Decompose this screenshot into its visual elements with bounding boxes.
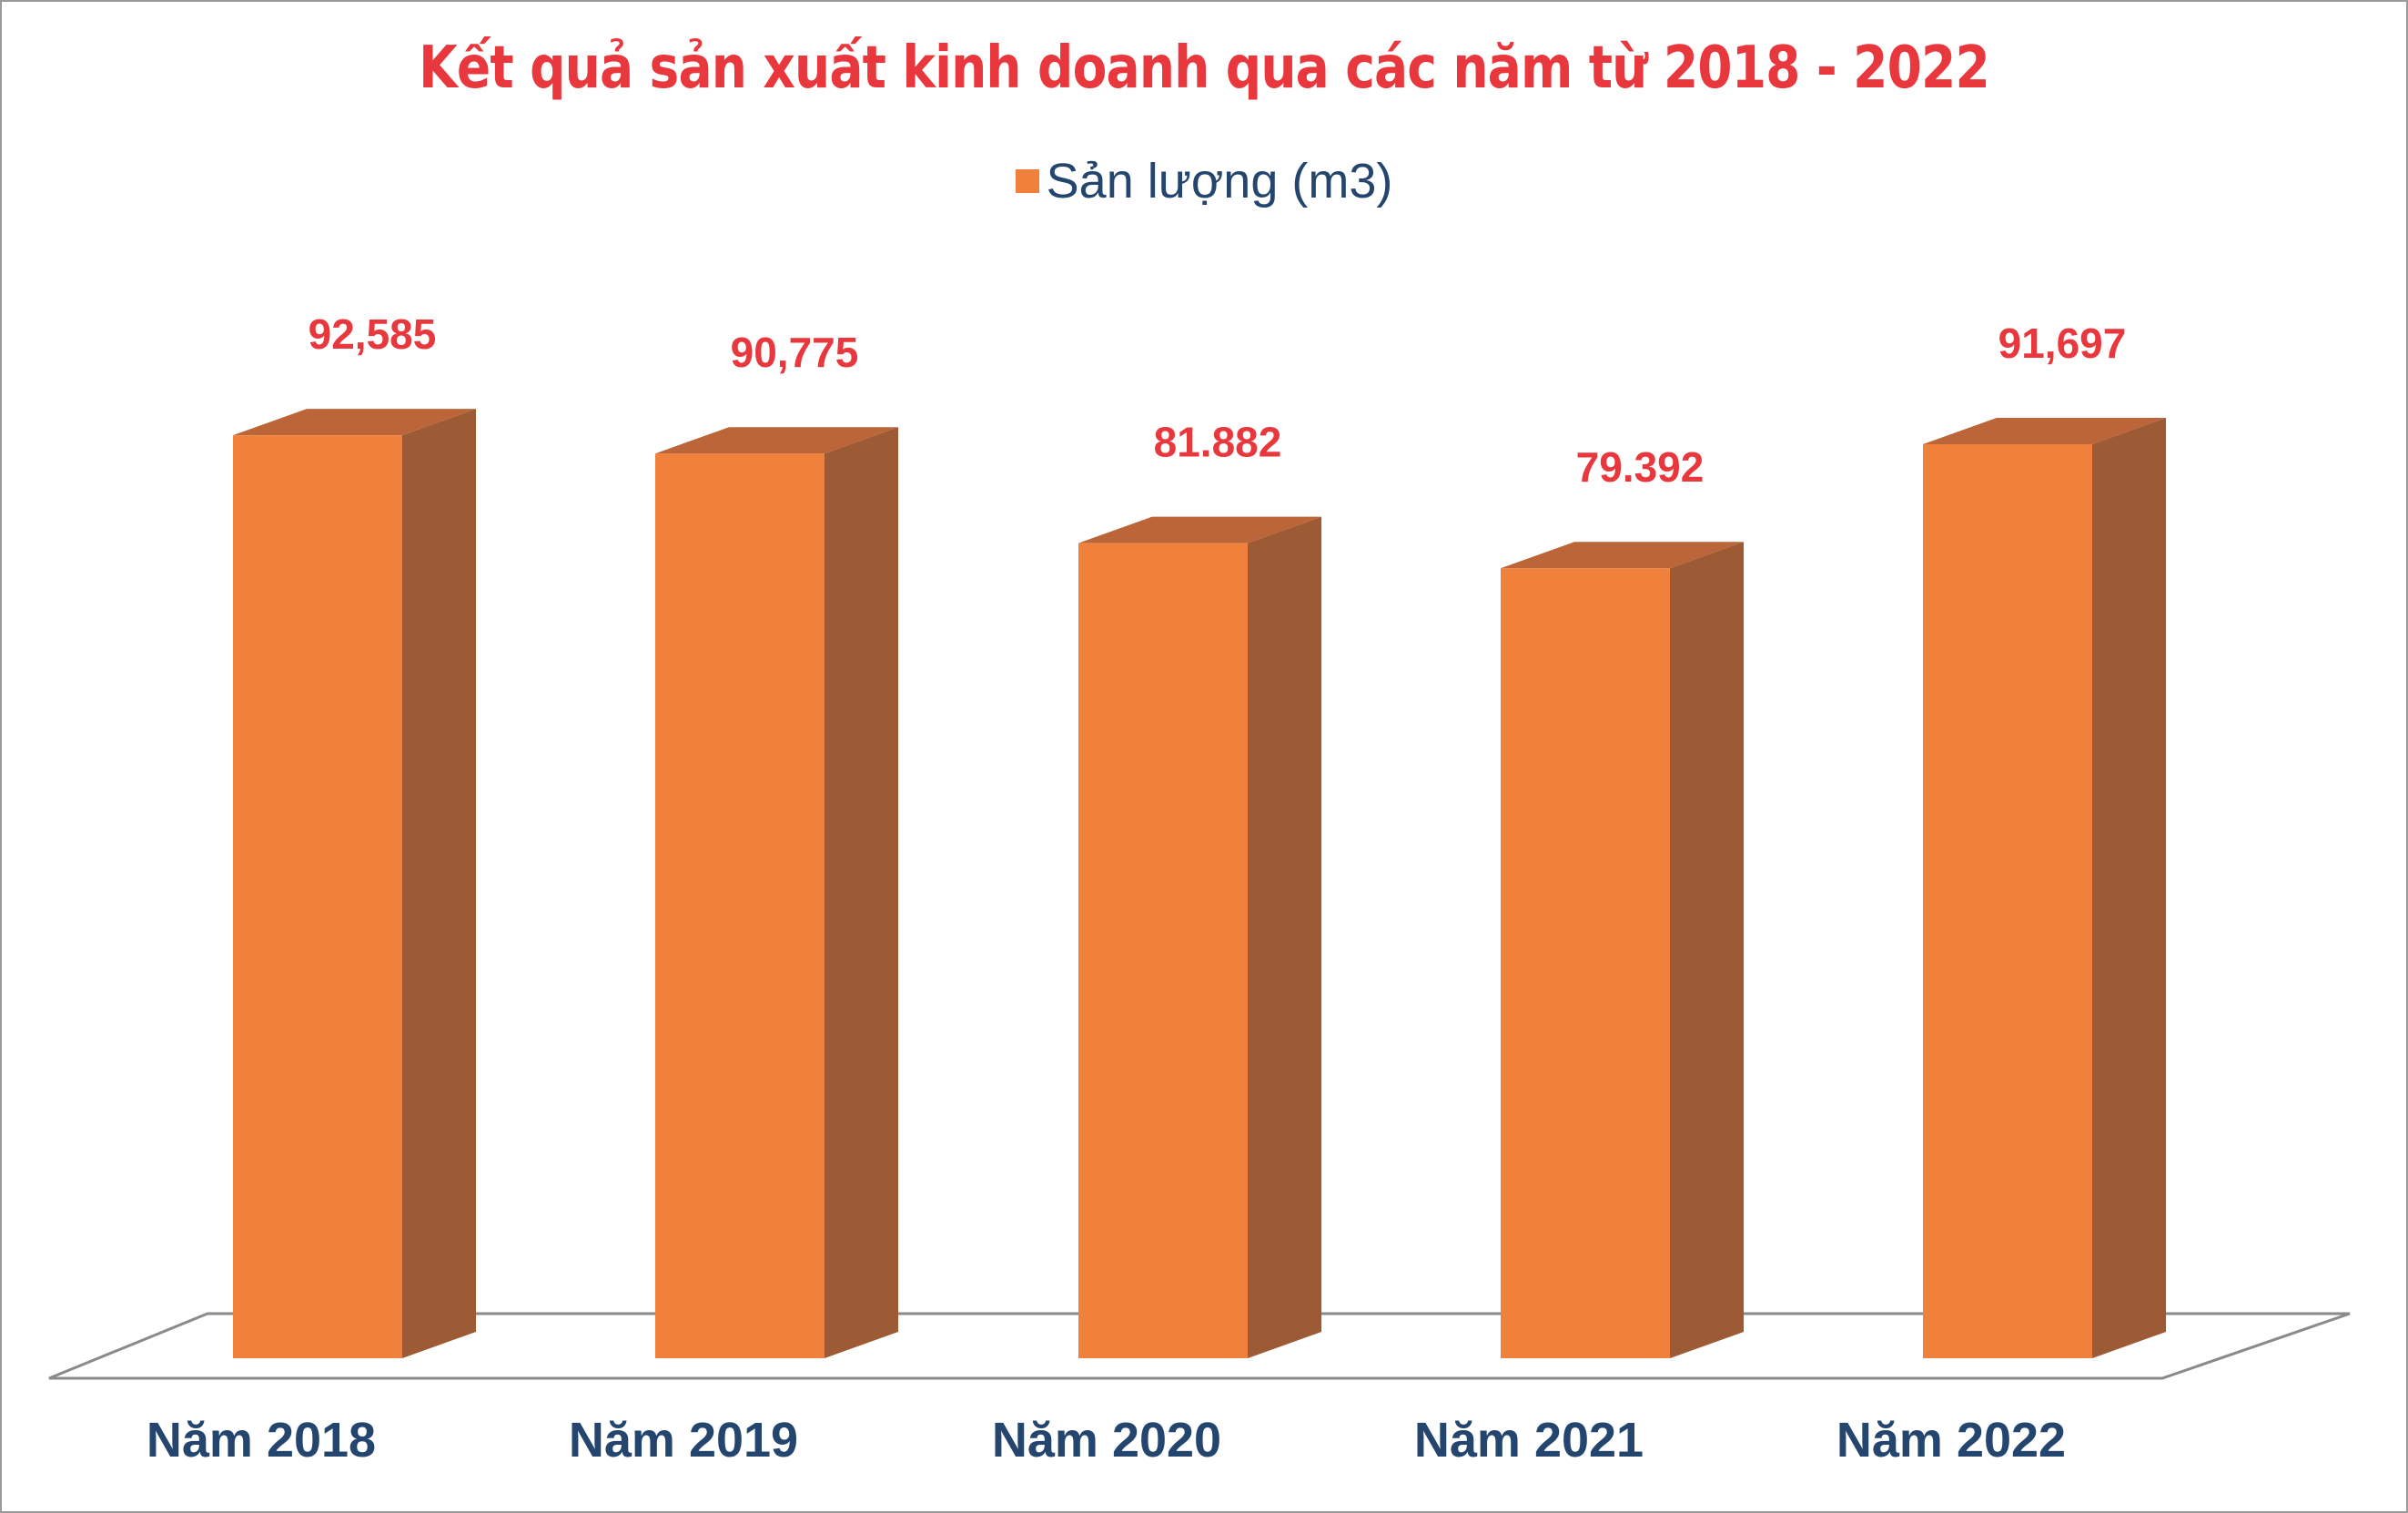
bar-front [1501,568,1670,1358]
bar-top [1501,542,1744,569]
bar-side [402,409,476,1358]
category-label: Năm 2021 [1414,1413,1644,1467]
category-label: Năm 2018 [147,1413,376,1467]
data-label: 91,697 [1998,320,2127,367]
legend: Sản lượng (m3) [0,153,2408,209]
bar-front [1923,443,2092,1358]
data-label: 81.882 [1154,419,1282,466]
bar-top [1923,417,2166,444]
bar-top [655,427,898,454]
bar-side [2092,417,2166,1358]
bar-side [1670,542,1744,1358]
category-label: Năm 2019 [569,1413,798,1467]
chart-title: Kết quả sản xuất kinh doanh qua các năm … [419,35,1990,102]
data-label: 79.392 [1576,443,1705,491]
category-label: Năm 2020 [992,1413,1221,1467]
bar-front [655,453,825,1358]
data-label: 90,775 [731,329,859,376]
category-label: Năm 2022 [1836,1413,2066,1467]
bar-side [1248,516,1321,1358]
bar-top [1078,516,1321,543]
bar-top [233,409,476,436]
data-label: 92,585 [309,310,437,358]
legend-swatch [1015,169,1039,193]
bar-front [1078,543,1248,1358]
bar-front [233,435,402,1358]
bar-side [825,427,898,1358]
legend-label: Sản lượng (m3) [1046,154,1393,208]
